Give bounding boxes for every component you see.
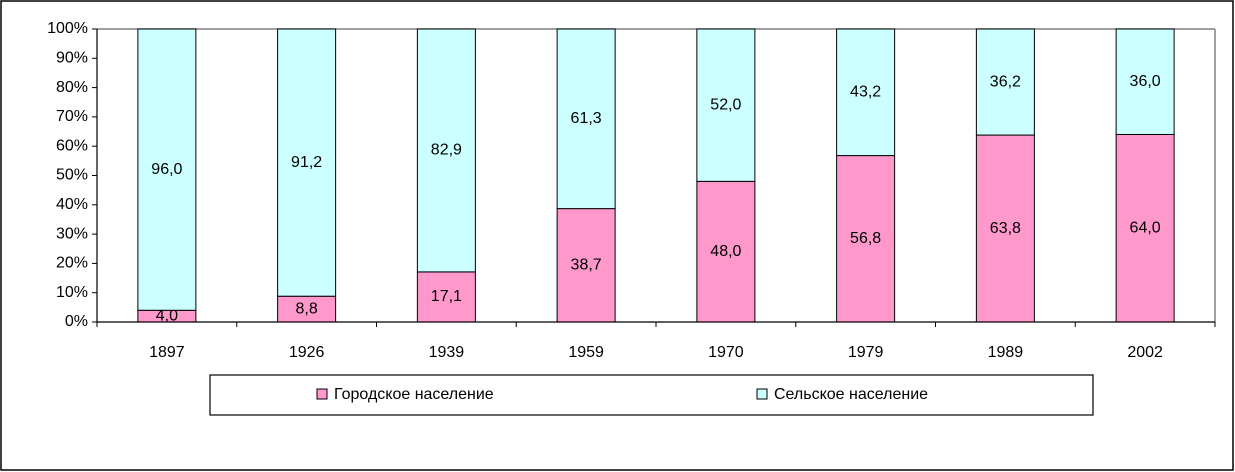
legend-label: Сельское население bbox=[774, 386, 928, 403]
y-tick-label: 40% bbox=[56, 196, 88, 213]
x-tick-label: 1970 bbox=[708, 344, 744, 361]
bar-segment bbox=[277, 28, 337, 297]
y-tick-label: 90% bbox=[56, 50, 88, 67]
value-label: 64,0 bbox=[1130, 219, 1161, 236]
legend-box bbox=[209, 374, 1094, 416]
x-tick-label: 1939 bbox=[429, 344, 465, 361]
bar-segment bbox=[1115, 133, 1175, 323]
value-label: 52,0 bbox=[710, 96, 741, 113]
y-tick-label: 80% bbox=[56, 79, 88, 96]
bar-segment bbox=[836, 155, 896, 323]
bar-segment bbox=[416, 28, 476, 273]
bar-segment bbox=[137, 28, 197, 311]
bar-segment bbox=[975, 28, 1035, 136]
y-tick-label: 100% bbox=[47, 20, 88, 37]
value-label: 91,2 bbox=[291, 154, 322, 171]
x-tick-label: 1989 bbox=[988, 344, 1024, 361]
legend-swatch bbox=[316, 388, 328, 400]
value-label: 63,8 bbox=[990, 220, 1021, 237]
value-label: 36,0 bbox=[1130, 73, 1161, 90]
y-tick-label: 20% bbox=[56, 255, 88, 272]
bar-segment bbox=[696, 28, 756, 182]
value-label: 61,3 bbox=[571, 110, 602, 127]
value-label: 36,2 bbox=[990, 73, 1021, 90]
bar-segment bbox=[696, 180, 756, 323]
value-label: 43,2 bbox=[850, 84, 881, 101]
bar-segment bbox=[416, 271, 476, 323]
x-tick-label: 1926 bbox=[289, 344, 325, 361]
x-tick-label: 1897 bbox=[149, 344, 185, 361]
legend-swatch bbox=[756, 388, 768, 400]
x-tick-label: 1959 bbox=[568, 344, 604, 361]
value-label: 17,1 bbox=[431, 288, 462, 305]
y-tick-label: 0% bbox=[65, 313, 88, 330]
value-label: 48,0 bbox=[710, 243, 741, 260]
value-label: 4,0 bbox=[156, 307, 178, 324]
bar-segment bbox=[1115, 28, 1175, 135]
bar-segment bbox=[556, 208, 616, 323]
value-label: 8,8 bbox=[296, 300, 318, 317]
legend-label: Городское население bbox=[334, 386, 494, 403]
x-tick-label: 1979 bbox=[848, 344, 884, 361]
y-tick-label: 70% bbox=[56, 108, 88, 125]
x-tick-label: 2002 bbox=[1127, 344, 1163, 361]
bar-segment bbox=[975, 134, 1035, 323]
bar-segment bbox=[836, 28, 896, 157]
value-label: 82,9 bbox=[431, 142, 462, 159]
y-tick-label: 60% bbox=[56, 137, 88, 154]
bar-segment bbox=[277, 295, 337, 323]
value-label: 38,7 bbox=[571, 257, 602, 274]
bar-segment bbox=[556, 28, 616, 210]
y-tick-label: 10% bbox=[56, 284, 88, 301]
value-label: 56,8 bbox=[850, 230, 881, 247]
y-tick-label: 30% bbox=[56, 225, 88, 242]
value-label: 96,0 bbox=[151, 161, 182, 178]
y-tick-label: 50% bbox=[56, 167, 88, 184]
